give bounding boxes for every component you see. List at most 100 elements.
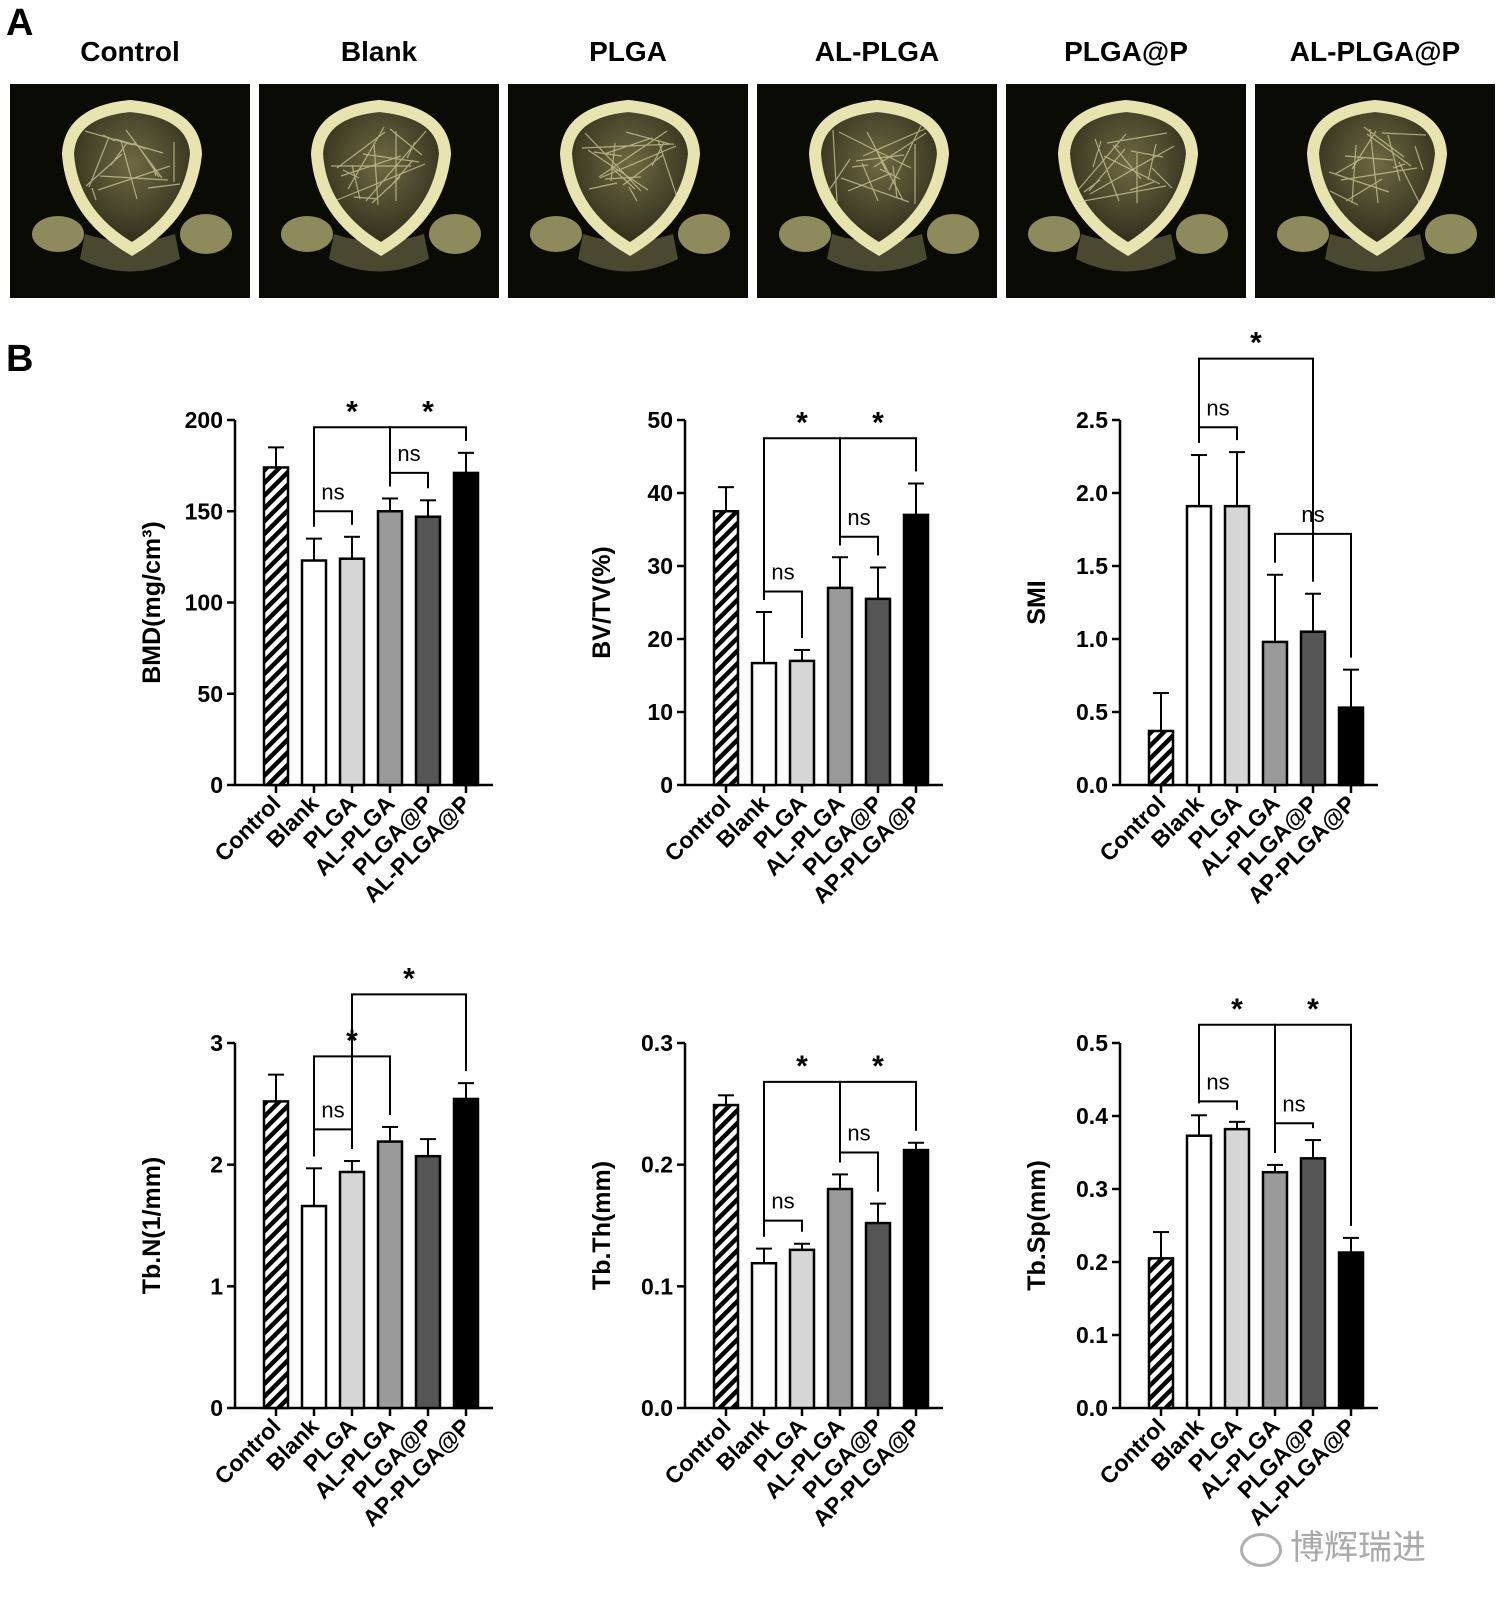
y-tick-label: 0: [210, 772, 223, 798]
y-tick-label: 3: [210, 1030, 223, 1056]
y-tick-label: 0: [210, 1395, 223, 1421]
bar-blank: [300, 559, 328, 787]
bar-blank: [750, 661, 778, 787]
y-tick-label: 0.3: [641, 1030, 673, 1056]
condyle-right: [1425, 214, 1477, 254]
cortical-shell: [808, 99, 950, 256]
y-axis-label: BMD(mg/cm³): [138, 521, 166, 684]
significance-bracket: [839, 1080, 917, 1163]
bar-plga: [1223, 1127, 1251, 1410]
bar-blank: [750, 1261, 778, 1410]
watermark-text: 博辉瑞进: [1290, 1529, 1426, 1567]
micro-ct-image-al-plga: [757, 84, 997, 298]
chart-bmd: 050100150200BMD(mg/cm³)ControlBlankPLGAA…: [138, 395, 493, 908]
bar-al-plga-p: [452, 471, 480, 787]
trabecular-network: [1328, 126, 1427, 206]
micro-ct-image-blank: [259, 84, 499, 298]
condyle-left: [1028, 216, 1080, 252]
bar-plga-p: [414, 515, 442, 787]
y-axis-label: SMI: [1023, 580, 1051, 624]
significance-label: *: [1307, 993, 1319, 1026]
significance-label: ns: [321, 479, 344, 504]
chart-bvtv: 01020304050BV/TV(%)ControlBlankPLGAAL-PL…: [588, 406, 943, 908]
condyle-left: [32, 216, 84, 252]
bar-control: [712, 510, 740, 787]
y-tick-label: 0.4: [1076, 1103, 1108, 1129]
y-tick-label: 10: [647, 699, 673, 725]
watermark: 博辉瑞进: [1240, 1520, 1426, 1569]
y-axis-label: Tb.N(1/mm): [138, 1157, 166, 1295]
image-label-control: Control: [80, 36, 180, 67]
panel-label-b: B: [6, 338, 34, 380]
bar-ap-plga-p: [1337, 706, 1365, 787]
y-tick-label: 0.2: [641, 1152, 673, 1178]
bar-control: [262, 466, 290, 787]
significance-bracket: [763, 1219, 803, 1237]
condyle-right: [180, 214, 232, 254]
bar-al-plga: [1261, 640, 1289, 787]
micro-ct-image-al-plga-p: [1255, 84, 1495, 298]
panel-label-a: A: [6, 2, 34, 44]
y-axis-label: Tb.Sp(mm): [1023, 1160, 1051, 1291]
chart-tbn: 0123Tb.N(1/mm)ControlBlankPLGAAL-PLGAPLG…: [138, 962, 493, 1531]
bar-plga-p: [864, 597, 892, 787]
bone-rendering: [530, 99, 730, 272]
bar-plga-p: [414, 1154, 442, 1410]
condyle-left: [281, 216, 333, 252]
bar-control: [712, 1103, 740, 1410]
bar-al-plga: [826, 1187, 854, 1410]
image-label-blank: Blank: [340, 36, 418, 67]
significance-bracket: [313, 510, 353, 527]
bar-ap-plga-p: [452, 1097, 480, 1410]
significance-bracket: [1198, 1100, 1238, 1110]
chart-tbth: 0.00.10.20.3Tb.Th(mm)ControlBlankPLGAAL-…: [588, 1030, 943, 1531]
bar-plga-p: [1299, 630, 1327, 787]
micro-ct-image-plga: [508, 84, 748, 298]
significance-label: ns: [847, 505, 870, 530]
y-tick-label: 1.5: [1076, 553, 1108, 579]
significance-label: *: [422, 395, 434, 428]
chart-smi: 0.00.51.01.52.02.5SMIControlBlankPLGAAL-…: [1023, 327, 1378, 908]
significance-label: ns: [847, 1121, 870, 1146]
y-tick-label: 0.0: [1076, 772, 1108, 798]
y-tick-label: 0.2: [1076, 1249, 1108, 1275]
significance-label: *: [1250, 327, 1262, 360]
y-tick-label: 0.1: [1076, 1322, 1108, 1348]
significance-bracket: [313, 1128, 353, 1157]
bar-control: [1147, 729, 1175, 787]
y-tick-label: 20: [647, 626, 673, 652]
bar-control: [262, 1100, 290, 1410]
significance-bracket: [351, 993, 467, 1150]
bar-control: [1147, 1257, 1175, 1410]
significance-bracket: [1198, 426, 1238, 444]
y-tick-label: 100: [185, 590, 223, 616]
significance-bracket: [763, 590, 803, 638]
condyle-left: [530, 216, 582, 252]
condyle-left: [1277, 216, 1329, 252]
bar-al-plga: [376, 510, 404, 787]
significance-label: *: [796, 1050, 808, 1083]
condyle-left: [779, 216, 831, 252]
condyle-right: [678, 214, 730, 254]
cortical-shell: [1057, 99, 1199, 256]
significance-bracket: [839, 535, 879, 556]
micro-ct-image-plga-p: [1006, 84, 1246, 298]
significance-label: *: [403, 962, 415, 995]
y-tick-label: 1: [210, 1273, 223, 1299]
y-tick-label: 150: [185, 498, 223, 524]
trabecular-network: [84, 129, 181, 201]
chart-tbsp: 0.00.10.20.30.40.5Tb.Sp(mm)ControlBlankP…: [1023, 993, 1378, 1531]
significance-label: ns: [1282, 1091, 1305, 1116]
significance-label: ns: [321, 1097, 344, 1122]
y-tick-label: 0.5: [1076, 1030, 1108, 1056]
wechat-icon: [1240, 1533, 1282, 1568]
image-label-al-plga: AL-PLGA: [814, 36, 940, 67]
y-tick-label: 50: [647, 407, 673, 433]
bar-plga-p: [864, 1221, 892, 1410]
significance-label: *: [346, 395, 358, 428]
y-tick-label: 0: [660, 772, 673, 798]
bar-blank: [1185, 504, 1213, 787]
bone-rendering: [1028, 99, 1228, 272]
bar-al-plga: [826, 586, 854, 787]
cortical-shell: [310, 99, 452, 256]
